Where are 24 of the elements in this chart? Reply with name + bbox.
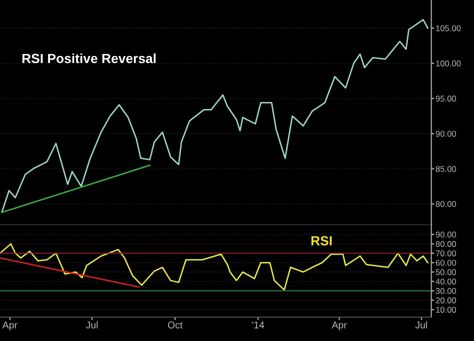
y-tick-label: 80.00	[436, 201, 456, 208]
x-tick-label: Oct	[168, 322, 183, 328]
y-tick-label: 90.00	[436, 130, 456, 137]
y-tick-label: 105.00	[436, 25, 461, 32]
y-tick-label: 90.00	[436, 232, 456, 238]
line-series	[1, 19, 428, 214]
x-tick-label: Apr	[2, 322, 18, 330]
annotation: RSI	[311, 236, 332, 246]
y-tick-label: 100.00	[436, 60, 461, 66]
x-tick-label: Jul	[415, 321, 427, 328]
x-tick-label: Jul	[86, 321, 98, 328]
y-tick-label: 70.00	[436, 250, 456, 256]
y-tick-label: 10.00	[436, 306, 456, 313]
x-tick-label: '14	[252, 322, 264, 328]
y-tick-label: 50.00	[436, 269, 456, 276]
y-tick-label: 60.00	[436, 260, 456, 266]
x-tick-label: Apr	[332, 322, 347, 330]
y-tick-label: 40.00	[436, 278, 456, 285]
y-tick-label: 30.00	[436, 288, 456, 294]
y-tick-label: 85.00	[436, 166, 456, 172]
annotation: RSI Positive Reversal	[22, 53, 156, 64]
y-tick-label: 20.00	[436, 297, 456, 304]
y-tick-label: 95.00	[436, 96, 456, 102]
y-tick-label: 80.00	[436, 241, 456, 247]
